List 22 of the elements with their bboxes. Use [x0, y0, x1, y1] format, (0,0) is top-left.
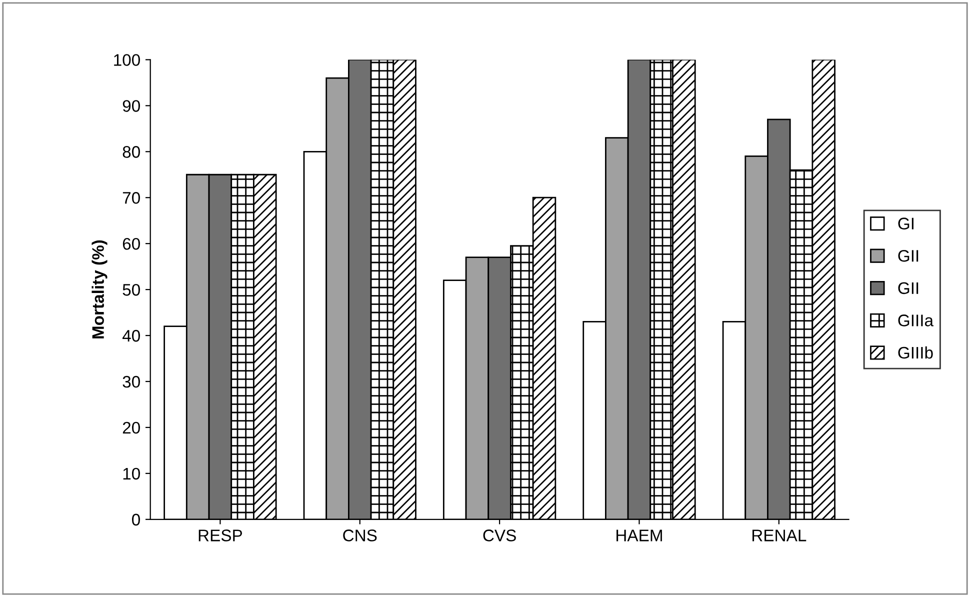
y-tick-label: 100	[114, 54, 140, 66]
x-tick-label: RESP	[198, 530, 242, 542]
y-tick-label: 30	[122, 376, 140, 388]
y-tick-label: 10	[123, 468, 140, 480]
x-tick-label: CVS	[483, 530, 516, 542]
y-tick-label: 60	[122, 238, 140, 250]
y-tick-label: 0	[132, 514, 140, 526]
y-tick-label: 20	[122, 422, 140, 434]
y-tick-label: 80	[122, 146, 140, 158]
x-tick-label: RENAL	[752, 530, 806, 542]
x-tick-label: CNS	[343, 530, 377, 542]
legend-label: GI	[898, 218, 914, 230]
legend-label: GII	[898, 282, 918, 294]
y-axis-title: Mortality (%)	[92, 240, 108, 338]
legend-label: GII	[898, 250, 918, 262]
y-tick-label: 50	[122, 284, 140, 296]
y-tick-label: 40	[122, 330, 140, 342]
x-tick-label: HAEM	[616, 530, 662, 542]
y-tick-label: 90	[122, 100, 140, 112]
y-tick-label: 70	[122, 192, 140, 204]
legend-label: GIIIa	[898, 314, 934, 326]
legend-label: GIIIb	[898, 346, 933, 359]
